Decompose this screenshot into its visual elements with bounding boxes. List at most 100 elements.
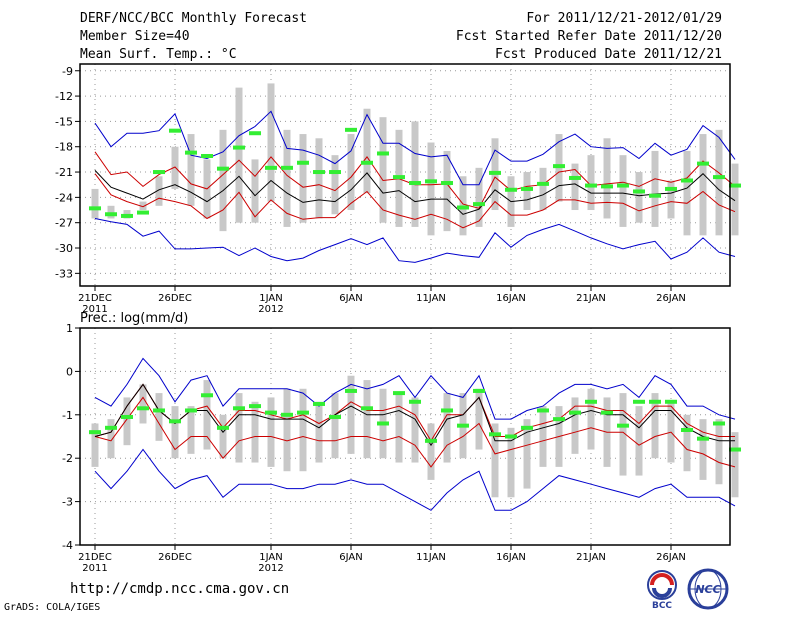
temp-observed-mark <box>233 145 245 150</box>
prec-observed-mark <box>377 421 389 426</box>
temp-spread-box <box>731 163 739 236</box>
temp-observed-mark <box>121 213 133 218</box>
prec-observed-mark <box>553 417 565 422</box>
temp-spread-box <box>155 176 163 206</box>
prec-spread-box <box>187 406 195 454</box>
temp-xtick-label: 26DEC <box>158 293 192 304</box>
temp-spread-box <box>619 155 627 227</box>
prec-spread-box <box>635 406 643 476</box>
prec-observed-mark <box>361 406 373 411</box>
prec-observed-mark <box>473 388 485 393</box>
temp-spread-box <box>315 138 323 219</box>
prec-observed-mark <box>313 401 325 406</box>
prec-observed-mark <box>409 399 421 404</box>
temp-spread-box <box>171 146 179 189</box>
prec-observed-mark <box>697 436 709 441</box>
bcc-logo: BCC <box>640 568 684 611</box>
prec-spread-box <box>587 388 595 450</box>
temp-year-label: 2012 <box>258 304 283 315</box>
temp-observed-mark <box>665 186 677 191</box>
temp-spread-box <box>523 172 531 211</box>
temp-spread-box <box>443 150 451 232</box>
temp-observed-mark <box>713 175 725 180</box>
prec-observed-mark <box>537 408 549 413</box>
variable-label: Mean Surf. Temp.: °C <box>80 47 237 62</box>
prec-panel-title: Prec.: log(mm/d) <box>80 311 188 326</box>
prec-spread-box <box>123 397 131 446</box>
prec-ytick-label: -4 <box>62 539 73 552</box>
prec-spread-box <box>91 423 99 467</box>
prec-spread-box <box>683 414 691 472</box>
prec-observed-mark <box>681 427 693 432</box>
prec-spread-box <box>171 406 179 459</box>
temp-spread-box <box>635 172 643 223</box>
temp-observed-mark <box>457 205 469 210</box>
prec-spread-box <box>395 393 403 463</box>
prec-ytick-label: -1 <box>62 409 73 422</box>
temp-spread-box <box>139 201 147 211</box>
temp-observed-mark <box>649 193 661 198</box>
temp-spread-box <box>379 117 387 223</box>
temp-spread-box <box>363 108 371 194</box>
prec-observed-mark <box>329 414 341 419</box>
prec-spread-box <box>427 423 435 480</box>
produced-date-label: Fcst Produced Date 2011/12/21 <box>495 47 722 62</box>
temp-spread-box <box>187 134 195 206</box>
prec-observed-mark <box>521 425 533 430</box>
prec-observed-mark <box>713 421 725 426</box>
prec-xtick-label: 21JAN <box>576 552 606 563</box>
temp-spread-box <box>699 134 707 236</box>
temp-ytick-label: -24 <box>55 191 73 204</box>
prec-xtick-label: 21DEC <box>78 552 112 563</box>
prec-spread-box <box>619 393 627 476</box>
prec-spread-box <box>139 384 147 424</box>
temp-ytick-label: -12 <box>55 90 73 103</box>
chart-title: DERF/NCC/BCC Monthly Forecast <box>80 11 307 26</box>
temp-ytick-label: -15 <box>55 115 73 128</box>
prec-observed-mark <box>457 423 469 428</box>
temp-spread-box <box>651 150 659 227</box>
prec-ytick-label: -3 <box>62 496 73 509</box>
website-url[interactable]: http://cmdp.ncc.cma.gov.cn <box>70 581 290 597</box>
temp-spread-box <box>603 138 611 219</box>
prec-xtick-label: 16JAN <box>496 552 526 563</box>
temp-observed-mark <box>169 128 181 133</box>
temp-observed-mark <box>153 170 165 175</box>
temp-spread-box <box>539 167 547 211</box>
temp-minimum-line <box>94 218 736 263</box>
temp-observed-mark <box>585 183 597 188</box>
prec-observed-mark <box>393 391 405 396</box>
prec-observed-mark <box>105 425 117 430</box>
prec-spread-box <box>283 388 291 472</box>
temp-panel: -33 -30 -27 -24 -21 -18 -15 -12 -9 21DEC 26DEC 1JAN… <box>55 63 741 315</box>
prec-observed-mark <box>121 414 133 419</box>
temp-observed-mark <box>425 179 437 184</box>
temp-observed-mark <box>345 127 357 132</box>
prec-xtick-label: 26DEC <box>158 552 192 563</box>
temp-spread-box <box>267 83 275 202</box>
prec-xtick-label: 26JAN <box>656 552 686 563</box>
temp-xtick-label: 1JAN <box>259 293 282 304</box>
prec-observed-mark <box>137 406 149 411</box>
prec-spread-box <box>331 393 339 459</box>
temp-spread-box <box>571 163 579 211</box>
temp-spread-box <box>283 129 291 227</box>
temp-ytick-label: -30 <box>55 242 73 255</box>
prec-observed-mark <box>601 410 613 415</box>
temp-observed-mark <box>729 183 741 188</box>
temp-spread-box <box>219 129 227 232</box>
prec-panel: Prec.: log(mm/d) -4 -3 -2 -1 0 1 21DEC 26DEC 1JAN… <box>62 311 741 574</box>
temp-spread-box <box>331 155 339 215</box>
prec-spread-box <box>315 401 323 463</box>
prec-spread-box <box>251 401 259 463</box>
prec-spread-box <box>699 419 707 480</box>
prec-spread-box <box>267 397 275 467</box>
prec-xtick-label: 6JAN <box>339 552 362 563</box>
temp-ytick-label: -27 <box>55 217 73 230</box>
temp-xtick-label: 16JAN <box>496 293 526 304</box>
temp-observed-mark <box>441 181 453 186</box>
temp-observed-mark <box>537 181 549 186</box>
prec-spread-box <box>235 393 243 463</box>
